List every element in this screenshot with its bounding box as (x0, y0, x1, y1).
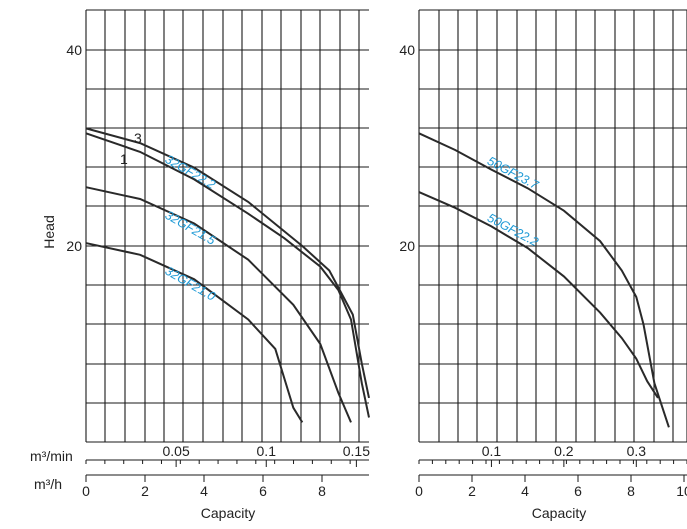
hourly-tick-label: 10 (676, 483, 687, 499)
series-curve (86, 243, 302, 422)
y-tick-label: 20 (66, 238, 82, 254)
hourly-tick-label: 4 (521, 483, 529, 499)
series-label: 32GF21.0 (163, 264, 218, 304)
hourly-tick-label: 6 (259, 483, 267, 499)
y-tick-label: 40 (66, 42, 82, 58)
series-label: 50GF22.2 (485, 211, 541, 249)
hourly-tick-label: 4 (200, 483, 208, 499)
hourly-tick-label: 2 (468, 483, 476, 499)
flow-tick-label: 0.3 (627, 443, 647, 459)
series-label: 32GF22.2 (163, 152, 218, 192)
hourly-tick-label: 0 (415, 483, 423, 499)
y-tick-label: 40 (399, 42, 415, 58)
flow-tick-label: 0.1 (257, 443, 277, 459)
hourly-tick-label: 6 (574, 483, 582, 499)
flow-tick-label: 0.15 (343, 443, 370, 459)
hourly-tick-label: 8 (318, 483, 326, 499)
series-curve (419, 192, 658, 398)
series-curve (86, 133, 369, 417)
series-curve (86, 128, 369, 398)
flow-tick-label: 0.05 (163, 443, 190, 459)
curve-annotation-1: 1 (120, 151, 128, 167)
series-label: 50GF23.7 (485, 154, 542, 193)
x-axis-label-right: Capacity (532, 505, 586, 521)
hourly-tick-label: 0 (82, 483, 90, 499)
chart-curves: 32GF22.2 32GF21.5 32GF21.0 50GF23.7 50GF22.2 (86, 128, 669, 427)
y-axis-label: Head (41, 215, 57, 248)
x-axis-label-left: Capacity (201, 505, 255, 521)
hourly-unit-label: m³/h (34, 476, 62, 492)
hourly-tick-label: 8 (627, 483, 635, 499)
flow-unit-label: m³/min (30, 448, 73, 464)
series-curve (86, 187, 351, 422)
y-tick-label: 20 (399, 238, 415, 254)
flow-tick-label: 0.1 (482, 443, 502, 459)
curve-annotation-3: 3 (134, 130, 142, 146)
series-label: 32GF21.5 (163, 208, 218, 248)
flow-tick-label: 0.2 (554, 443, 574, 459)
hourly-tick-label: 2 (141, 483, 149, 499)
series-curve (419, 133, 669, 427)
